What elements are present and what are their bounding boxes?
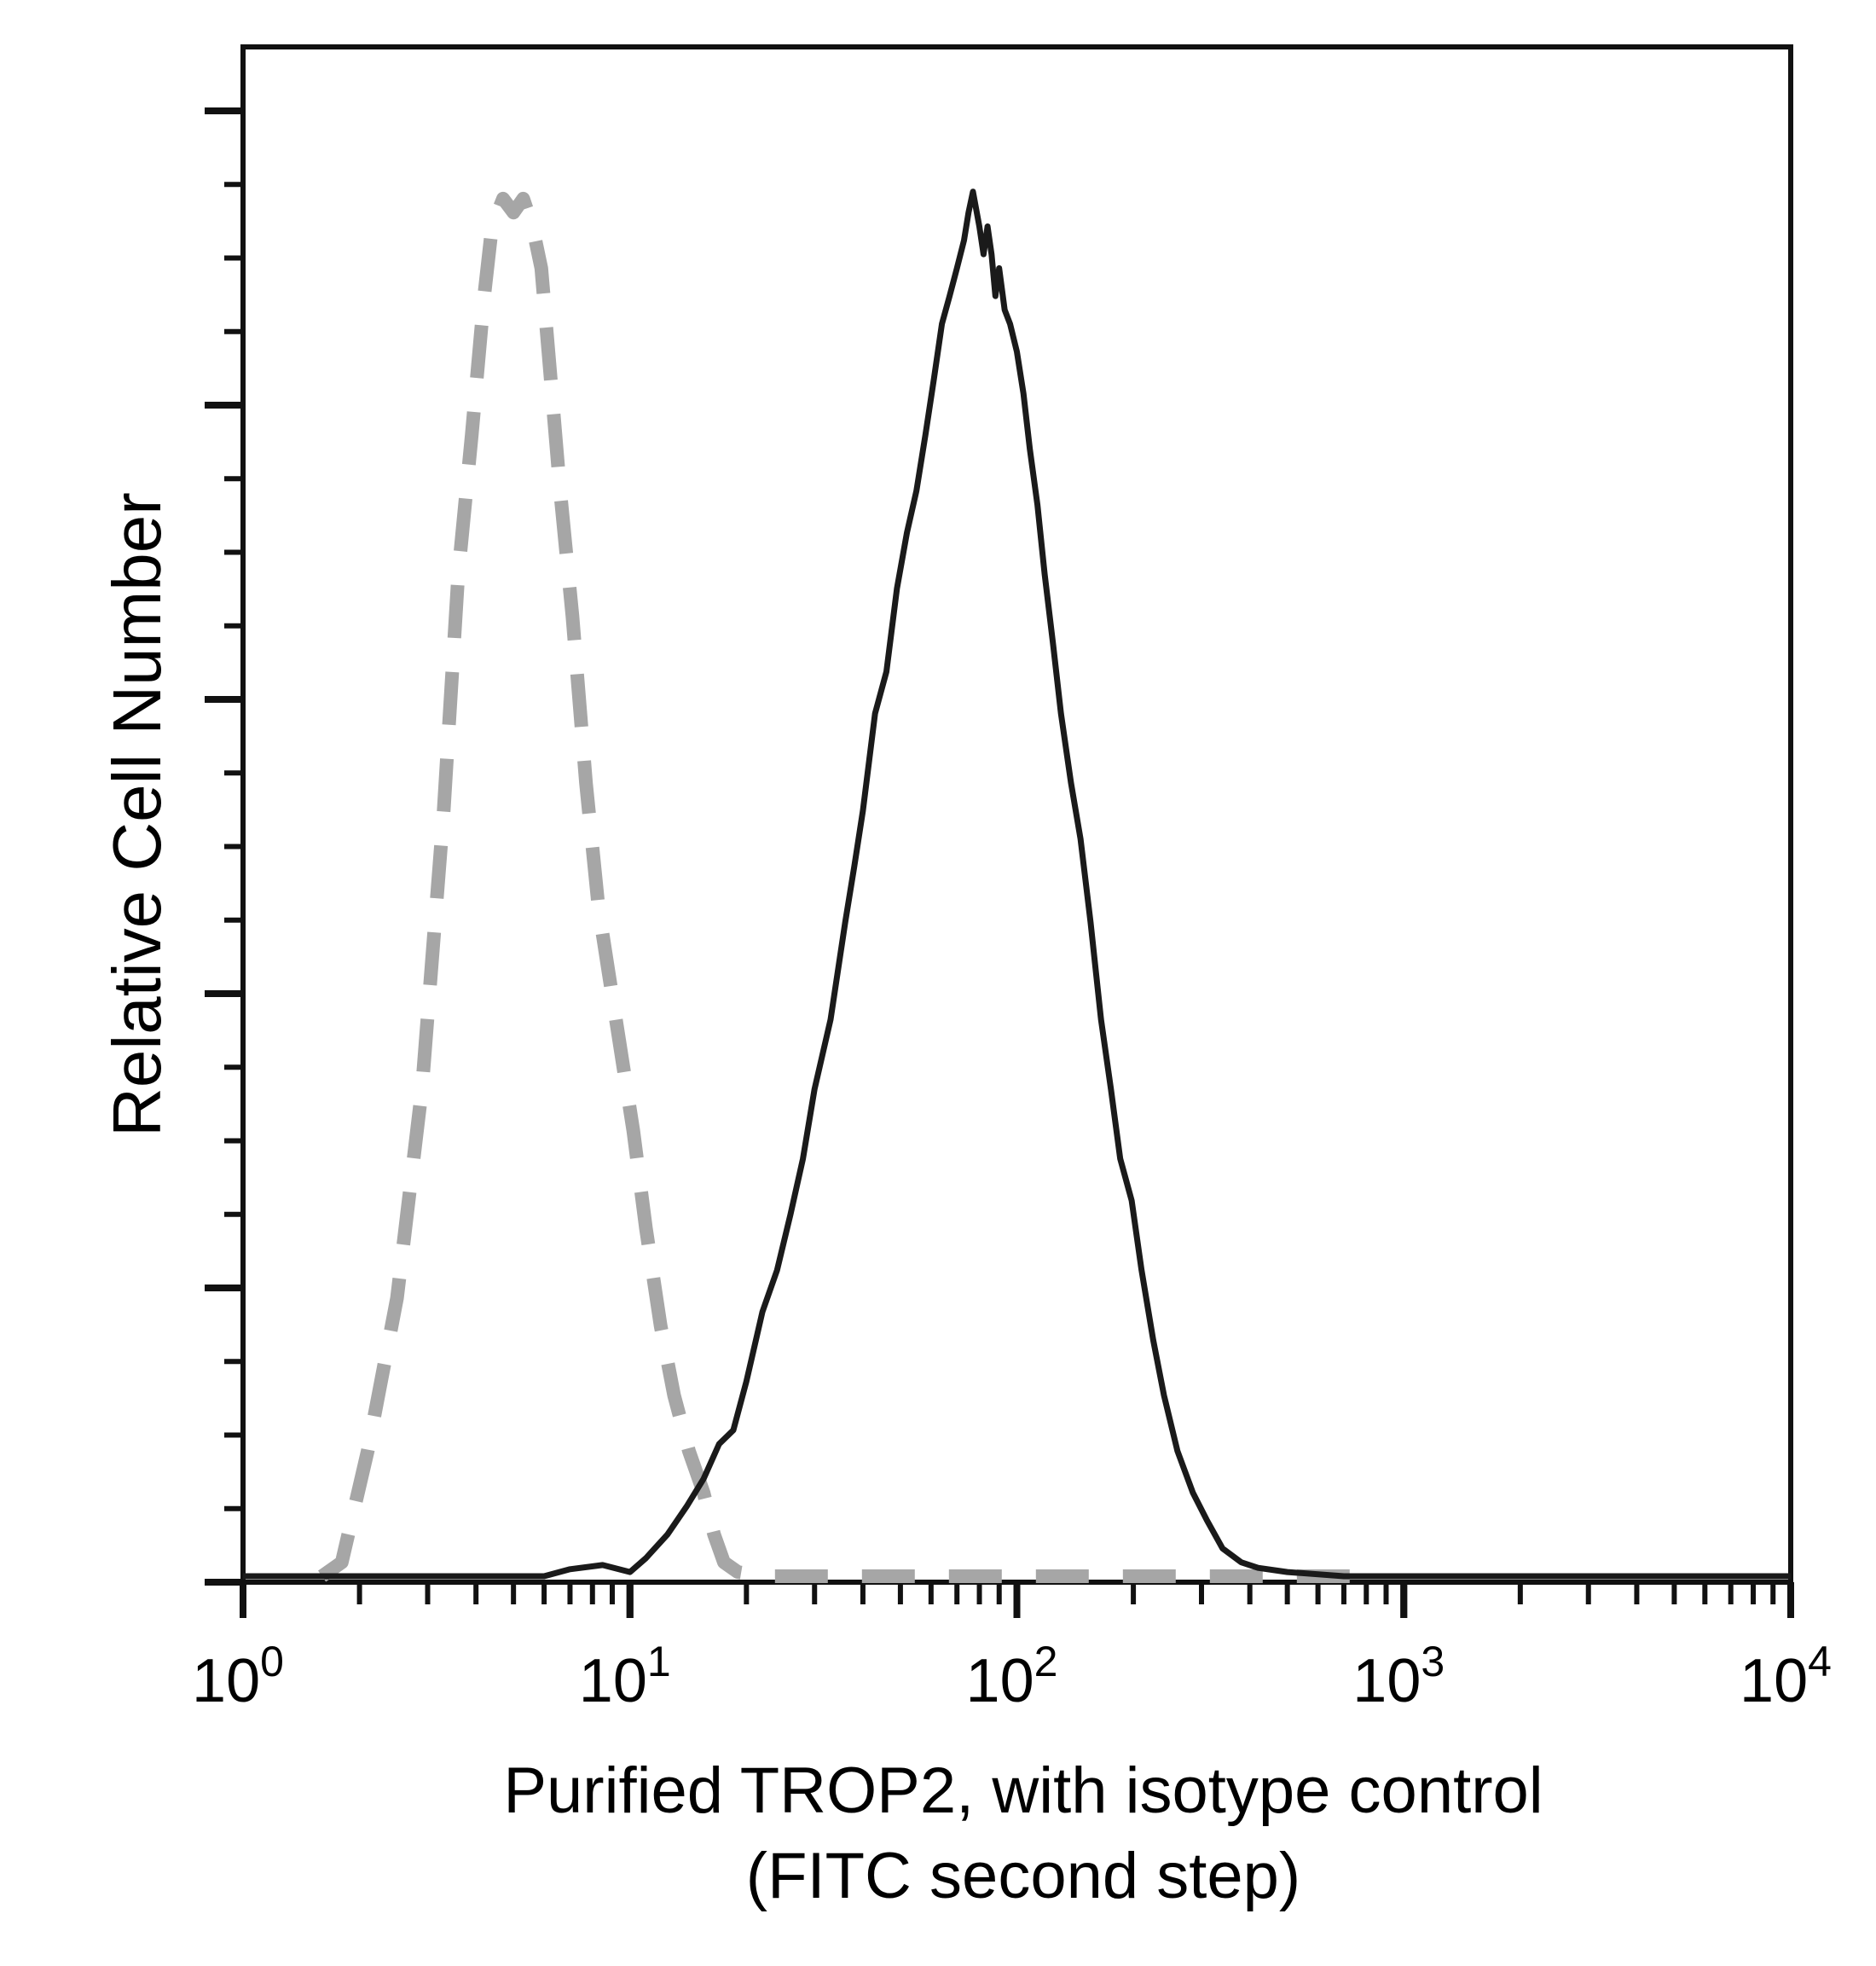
x-tick-labels: 100 101 102 103 104 xyxy=(192,1638,1832,1715)
x-axis-label-line2: (FITC second step) xyxy=(746,1840,1300,1912)
trop2-histogram xyxy=(243,188,1791,1580)
x-tick-label-4: 104 xyxy=(1740,1638,1832,1715)
isotype-control-histogram xyxy=(318,191,1367,1583)
x-tick-label-0: 100 xyxy=(192,1638,284,1715)
x-axis-label-line1: Purified TROP2, with isotype control xyxy=(503,1754,1543,1827)
x-tick-label-1: 101 xyxy=(579,1638,671,1715)
x-tick-label-2: 102 xyxy=(966,1638,1058,1715)
y-axis-label: Relative Cell Number xyxy=(99,492,175,1137)
plot-frame xyxy=(240,44,1793,1585)
axis-ticks xyxy=(205,107,1794,1618)
x-tick-label-3: 103 xyxy=(1352,1638,1445,1715)
series-layer xyxy=(243,188,1791,1583)
